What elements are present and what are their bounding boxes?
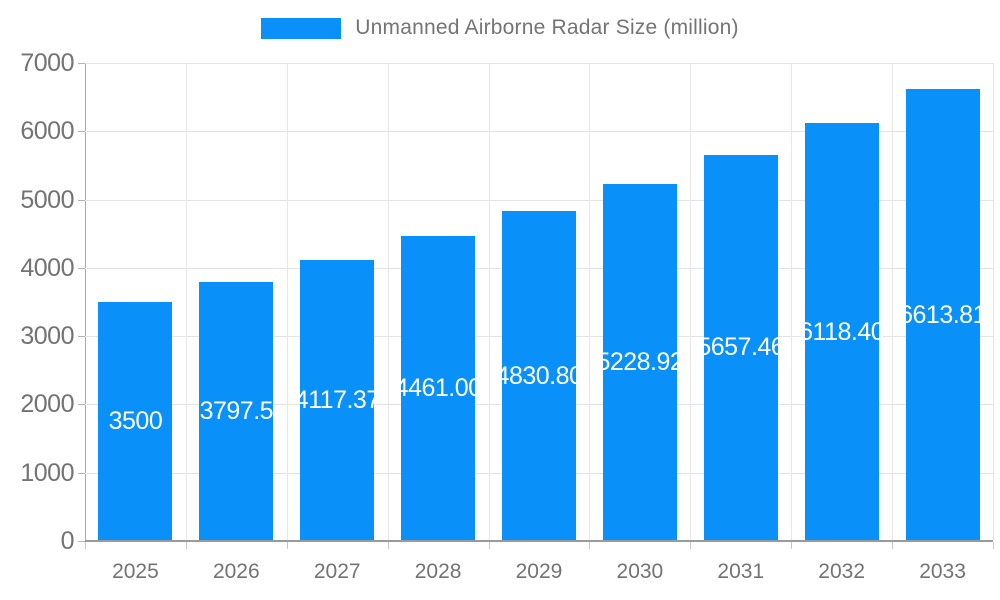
gridline-vertical [488, 63, 490, 541]
y-axis-label: 3000 [20, 322, 74, 351]
bar-value-label: 4830.80 [495, 361, 583, 390]
plot-area: 3500 3797.5 4117.37 4461.00 4830.80 5228.92 56… [85, 63, 994, 541]
legend-swatch-icon [261, 17, 342, 39]
x-axis-label: 2028 [414, 560, 462, 583]
y-axis-label: 2000 [20, 390, 74, 419]
x-axis-line [85, 540, 993, 542]
y-axis-tick [78, 541, 85, 542]
gridline-vertical [690, 63, 692, 541]
y-axis-tick [78, 131, 85, 133]
gridline-vertical [185, 63, 187, 541]
gridline-horizontal [85, 199, 993, 201]
bar[interactable]: 5228.92 [596, 183, 684, 541]
x-axis-tick [85, 542, 86, 549]
legend-item[interactable]: Unmanned Airborne Radar Size (million) [261, 16, 739, 40]
gridline-vertical [589, 63, 591, 541]
x-axis-label: 2032 [818, 560, 866, 583]
x-axis-tick [993, 542, 994, 549]
x-axis-label: 2025 [112, 560, 159, 583]
legend-label: Unmanned Airborne Radar Size (million) [355, 16, 739, 39]
x-axis-tick [286, 542, 288, 549]
x-axis-tick [488, 542, 490, 549]
x-axis-tick [690, 542, 692, 549]
y-axis-tick [78, 336, 85, 338]
bar-value-label: 4117.37 [294, 385, 381, 414]
bar-value-label: 4461.00 [394, 374, 482, 403]
gridline-vertical [387, 63, 389, 541]
y-axis-label: 6000 [20, 117, 74, 146]
y-axis-tick [78, 404, 85, 406]
gridline-horizontal [85, 63, 993, 64]
bar[interactable]: 6613.81 [899, 89, 986, 541]
gridline-horizontal [85, 131, 993, 133]
bar-value-label: 6613.81 [899, 300, 986, 329]
bar[interactable]: 6118.40 [799, 123, 885, 541]
bar-value-label: 3797.5 [199, 396, 274, 425]
gridline-vertical [791, 63, 793, 541]
bar-value-label: 5657.46 [697, 333, 785, 362]
x-axis-tick [892, 542, 894, 549]
y-axis-label: 7000 [20, 49, 74, 77]
bar-value-label: 3500 [108, 407, 163, 435]
bar-value-label: 6118.40 [799, 317, 885, 346]
legend: Unmanned Airborne Radar Size (million) [0, 16, 1000, 40]
bar[interactable]: 4117.37 [295, 259, 380, 541]
x-axis-label: 2029 [515, 560, 563, 583]
y-axis-label: 1000 [20, 458, 74, 487]
y-axis-line [85, 63, 86, 541]
x-axis-label: 2031 [717, 560, 765, 583]
y-axis-tick [78, 199, 85, 201]
x-axis-tick [185, 542, 187, 549]
bar[interactable]: 4830.80 [496, 211, 583, 541]
y-axis-tick [78, 472, 85, 474]
y-axis-label: 5000 [20, 185, 74, 214]
x-axis-tick [791, 542, 793, 549]
y-axis-tick [78, 63, 85, 64]
x-axis-label: 2027 [313, 560, 361, 583]
y-axis-tick [78, 267, 85, 269]
x-axis-tick [589, 542, 591, 549]
gridline-vertical [993, 63, 994, 541]
bar[interactable]: 3500 [98, 302, 173, 541]
x-axis-label: 2033 [919, 560, 966, 583]
gridline-vertical [286, 63, 288, 541]
x-axis-label: 2030 [616, 560, 664, 583]
bar[interactable]: 5657.46 [697, 154, 785, 541]
bar[interactable]: 3797.5 [199, 281, 274, 541]
bar-value-label: 5228.92 [596, 347, 684, 376]
bar[interactable]: 4461.00 [395, 236, 482, 541]
gridline-vertical [892, 63, 894, 541]
x-axis-label: 2026 [212, 560, 260, 583]
x-axis-tick [387, 542, 389, 549]
y-axis-label: 4000 [20, 253, 74, 282]
y-axis-label: 0 [60, 527, 75, 555]
